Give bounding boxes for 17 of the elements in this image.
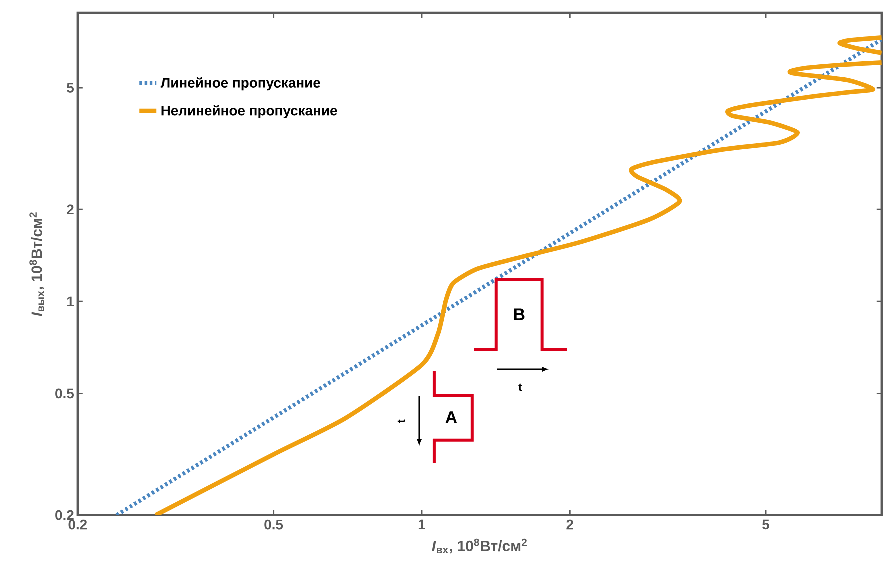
y-axis-title: I$_{вых}$, 10$^{8}$Вт/см$^{2}$	[30, 212, 44, 316]
x-tick-label: 2	[566, 520, 574, 530]
x-axis-title: I$_{вх}$, 10$^{8}$Вт/см$^{2}$	[432, 538, 527, 554]
annotation: t	[398, 420, 406, 424]
x-tick-label: 5	[762, 520, 770, 530]
x-tick-label: 0.5	[264, 520, 284, 530]
annotation: A	[446, 412, 458, 424]
legend-label: Нелинейное пропускание	[162, 105, 338, 118]
annotation: t	[518, 384, 522, 391]
annotation: B	[514, 308, 525, 320]
y-tick-label: 2	[67, 204, 74, 214]
y-tick-label: 0.2	[56, 510, 74, 520]
y-tick-label: 5	[67, 83, 74, 93]
y-tick-label: 1	[68, 296, 74, 306]
y-tick-label: 0.5	[56, 388, 74, 398]
x-tick-label: 1	[418, 520, 426, 530]
legend-label: Линейное пропускание	[160, 77, 320, 91]
